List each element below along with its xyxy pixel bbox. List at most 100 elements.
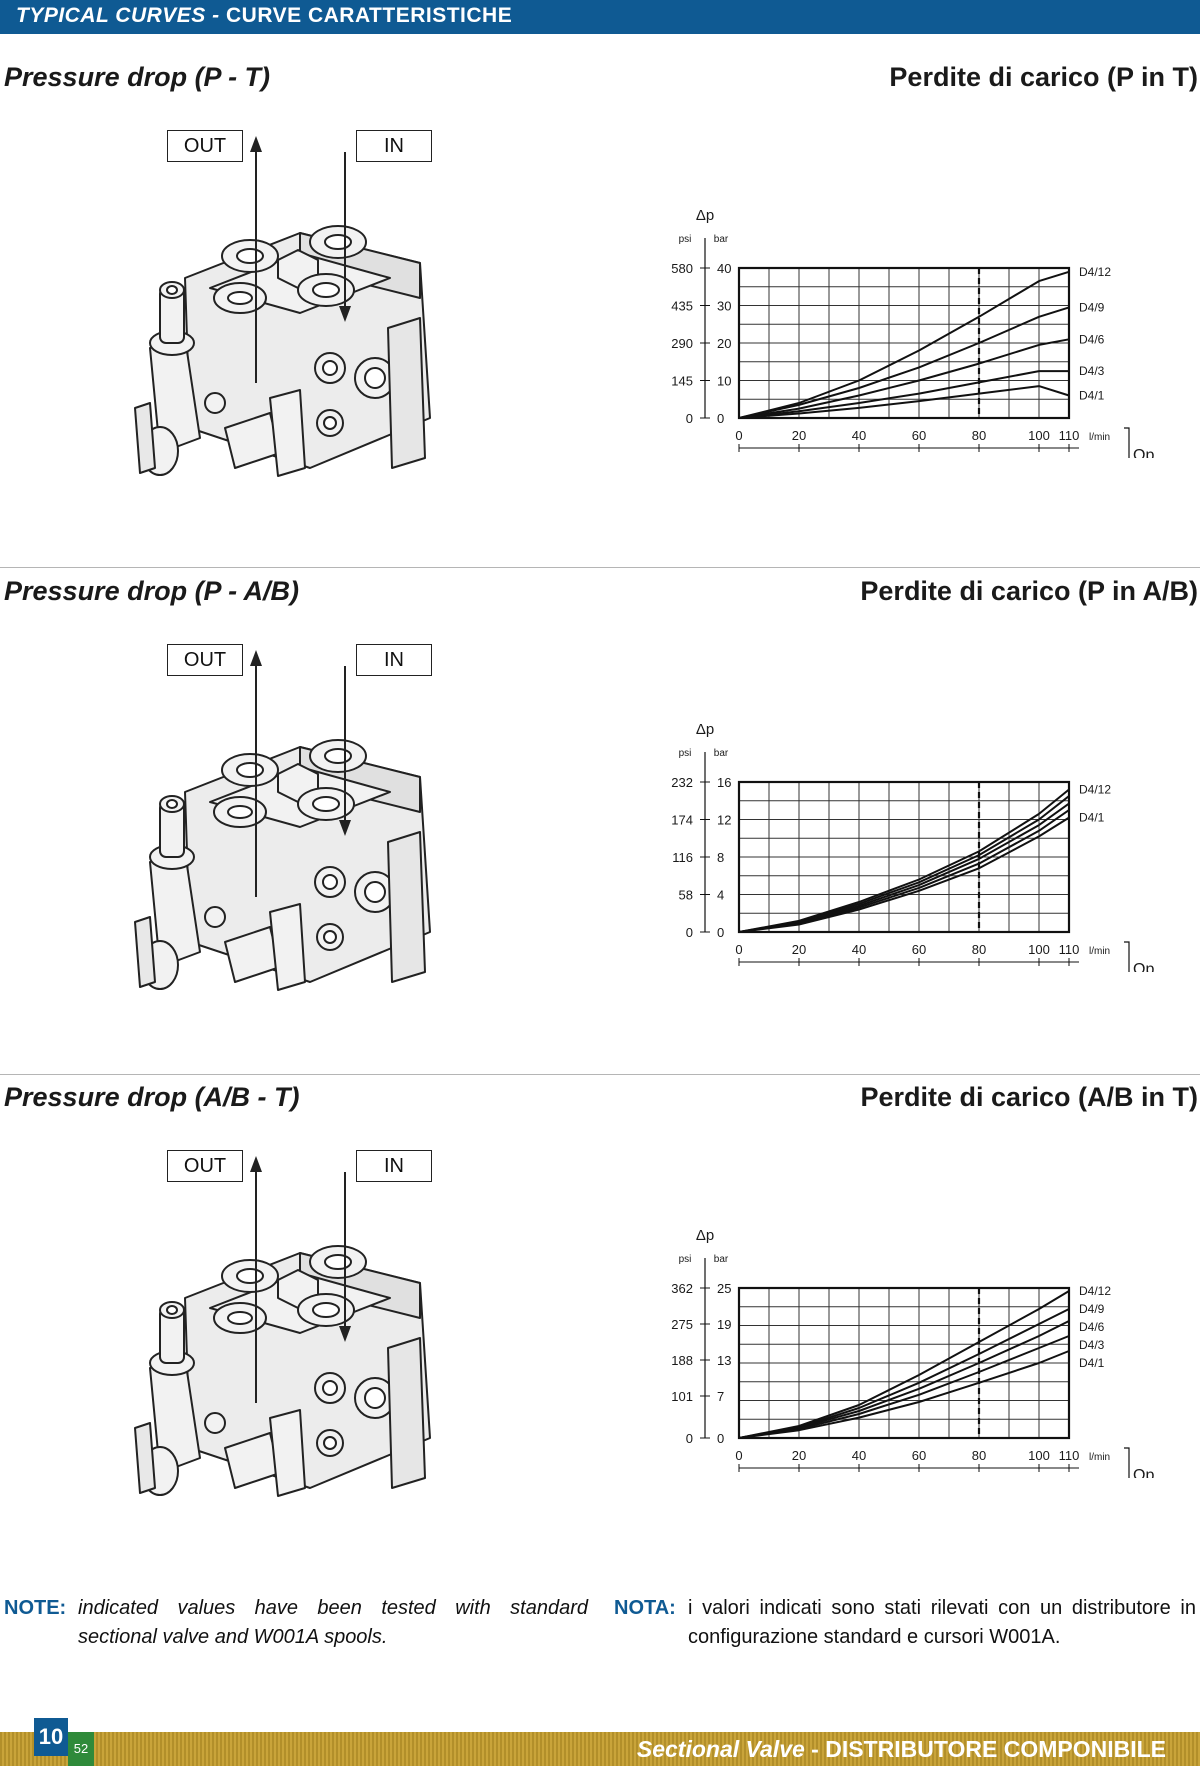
- y-tick-label-bar: 25: [717, 1281, 731, 1296]
- curve-section: Pressure drop (P - A/B) Perdite di caric…: [0, 572, 1200, 1052]
- series-label: D4/6: [1079, 1320, 1105, 1334]
- plot-frame: [737, 780, 1071, 934]
- x-tick-label-lmin: 0: [735, 942, 742, 957]
- y-tick-label-bar: 12: [717, 813, 731, 828]
- series-line: [738, 1308, 1070, 1439]
- y-unit-bar: bar: [714, 748, 729, 759]
- y-tick-label-psi: 174: [671, 813, 693, 828]
- y-tick-label-bar: 13: [717, 1353, 731, 1368]
- footer-title: Sectional Valve - DISTRIBUTORE COMPONIBI…: [636, 1736, 1166, 1762]
- y-tick-label-psi: 580: [671, 261, 693, 276]
- chart-svg: Δppsibar001014520290304354058000205.3401…: [671, 207, 1154, 482]
- x-tick-label-lmin: 110: [1059, 428, 1080, 443]
- x-tick-label-lmin: 20: [792, 428, 806, 443]
- y-tick-label-psi: 362: [671, 1281, 693, 1296]
- section-title-en: Pressure drop (P - A/B): [4, 576, 300, 606]
- y-axis-label: Δp: [696, 207, 714, 224]
- y-tick-label-bar: 16: [717, 775, 731, 790]
- y-tick-label-bar: 0: [717, 925, 724, 940]
- curve-section: Pressure drop (P - T) Perdite di carico …: [0, 58, 1200, 538]
- series-line: [738, 1320, 1070, 1439]
- section-divider: [0, 1074, 1200, 1075]
- series-line: [738, 338, 1070, 419]
- note-it-text: i valori indicati sono stati rilevati co…: [688, 1597, 1196, 1648]
- section-title-it: Perdite di carico (P in T): [889, 62, 1198, 92]
- y-tick-label-bar: 8: [717, 850, 724, 865]
- x-axis-label: Qp: [1133, 961, 1154, 972]
- x-axis-bracket: [1124, 941, 1130, 993]
- x-unit-lmin: l/min: [1089, 1452, 1110, 1463]
- x-tick-label-lmin: 60: [912, 1448, 926, 1463]
- y-tick-label-psi: 188: [671, 1353, 693, 1368]
- x-tick-label-lmin: 20: [792, 942, 806, 957]
- y-tick-label-bar: 0: [717, 1431, 724, 1446]
- curve-section: Pressure drop (A/B - T) Perdite di caric…: [0, 1078, 1200, 1558]
- note-it-label: NOTA:: [614, 1597, 676, 1619]
- in-label-box: IN: [356, 130, 432, 162]
- y-unit-psi: psi: [679, 1254, 692, 1265]
- out-label-box: OUT: [167, 1150, 243, 1182]
- series-line: [738, 306, 1070, 419]
- plot-frame: [737, 1286, 1071, 1440]
- series-line: [738, 1290, 1070, 1439]
- valve-illustration: [130, 168, 470, 498]
- x-tick-label-lmin: 100: [1028, 428, 1050, 443]
- pressure-drop-chart: Δppsibar004588116121741623200205.34010.6…: [655, 672, 1155, 996]
- y-tick-label-bar: 19: [717, 1317, 731, 1332]
- x-tick-label-lmin: 60: [912, 428, 926, 443]
- note-en-label: NOTE:: [4, 1597, 67, 1619]
- y-unit-bar: bar: [714, 1254, 729, 1265]
- y-tick-label-bar: 4: [717, 888, 724, 903]
- x-tick-label-lmin: 40: [852, 942, 866, 957]
- series-label: D4/9: [1079, 300, 1105, 314]
- pressure-drop-chart: Δppsibar001014520290304354058000205.3401…: [655, 158, 1155, 482]
- y-tick-label-psi: 290: [671, 336, 693, 351]
- page-number: 10: [34, 1718, 68, 1756]
- x-axis-label: Qp: [1133, 447, 1154, 458]
- flow-arrows: [250, 650, 351, 897]
- y-tick-label-bar: 20: [717, 336, 731, 351]
- out-label-box: OUT: [167, 644, 243, 676]
- section-title-en: Pressure drop (P - T): [4, 62, 271, 92]
- valve-illustration: [130, 682, 470, 1012]
- section-title-it: Perdite di carico (P in A/B): [860, 576, 1198, 606]
- series-label: D4/1: [1079, 811, 1105, 825]
- y-tick-label-psi: 232: [671, 775, 693, 790]
- y-unit-psi: psi: [679, 748, 692, 759]
- series-line: [738, 788, 1070, 933]
- x-tick-label-lmin: 60: [912, 942, 926, 957]
- y-unit-psi: psi: [679, 234, 692, 245]
- y-tick-label-bar: 7: [717, 1389, 724, 1404]
- plot-frame: [737, 266, 1071, 420]
- series-label: D4/12: [1079, 265, 1111, 279]
- series-line: [738, 370, 1069, 419]
- series-line: [738, 1335, 1070, 1439]
- y-tick-label-psi: 0: [686, 1431, 693, 1446]
- series-label: D4/1: [1079, 389, 1105, 403]
- x-tick-label-lmin: 80: [972, 1448, 986, 1463]
- series-line: [738, 270, 1070, 419]
- series-label: D4/9: [1079, 1302, 1105, 1316]
- x-tick-label-lmin: 80: [972, 428, 986, 443]
- x-tick-label-lmin: 40: [852, 428, 866, 443]
- y-tick-label-psi: 0: [686, 925, 693, 940]
- section-title-it: Perdite di carico (A/B in T): [860, 1082, 1198, 1112]
- series-label: D4/6: [1079, 332, 1105, 346]
- flow-arrows: [250, 1156, 351, 1403]
- y-tick-label-psi: 275: [671, 1317, 693, 1332]
- series-line: [738, 385, 1070, 419]
- header-title: TYPICAL CURVES - CURVE CARATTERISTICHE: [16, 4, 513, 27]
- x-tick-label-lmin: 100: [1028, 1448, 1050, 1463]
- series-label: D4/12: [1079, 783, 1111, 797]
- series-label: D4/3: [1079, 1338, 1105, 1352]
- out-label-box: OUT: [167, 130, 243, 162]
- chart-svg: Δppsibar00710113188192752536200205.34010…: [671, 1227, 1154, 1502]
- x-axis-bracket: [1124, 427, 1130, 479]
- y-axis-label: Δp: [696, 1227, 714, 1244]
- series-line: [738, 802, 1070, 933]
- x-axis-label: Qp: [1133, 1467, 1154, 1478]
- y-tick-label-psi: 435: [671, 299, 693, 314]
- x-tick-label-lmin: 20: [792, 1448, 806, 1463]
- series-label: D4/1: [1079, 1356, 1105, 1370]
- header-bar: TYPICAL CURVES - CURVE CARATTERISTICHE: [0, 0, 1200, 34]
